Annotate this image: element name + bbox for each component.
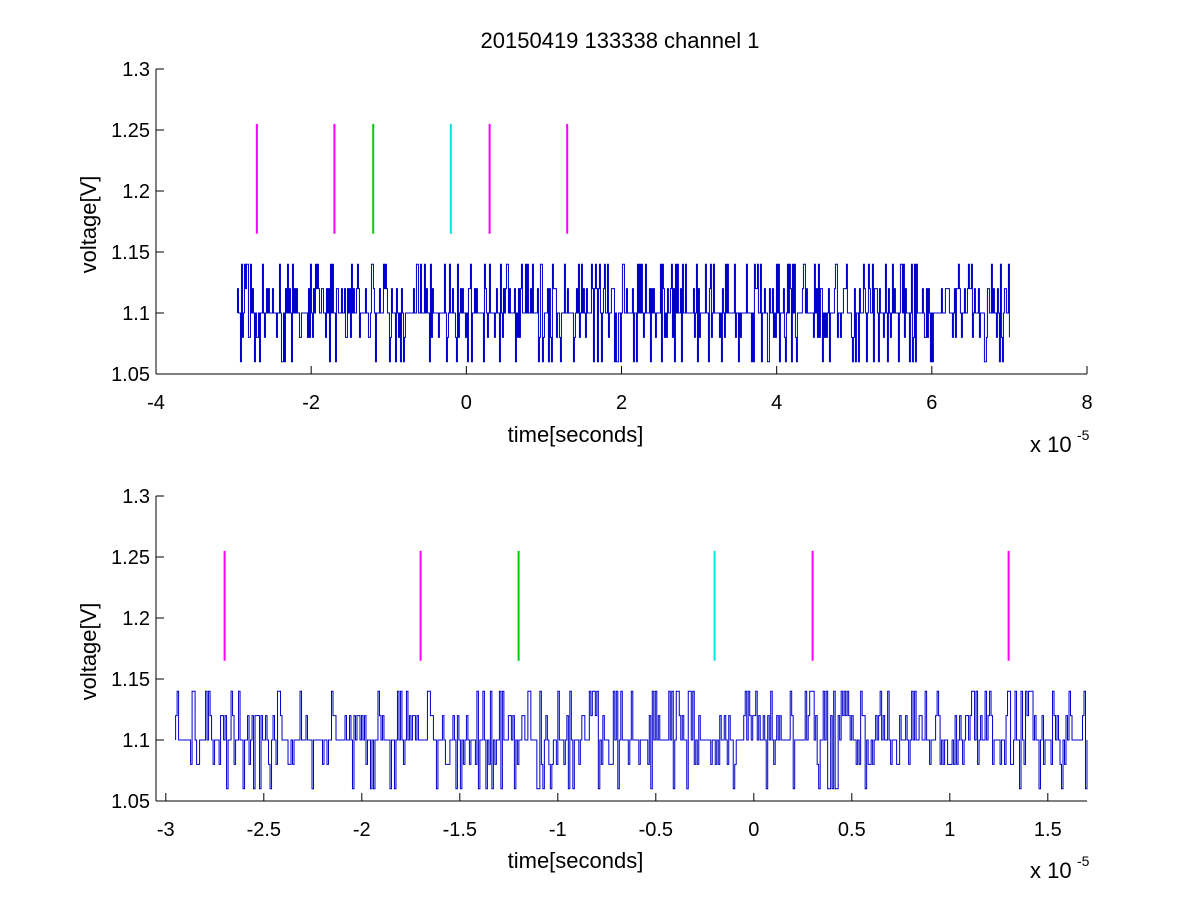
- y-tick-bottom-label: 1.3: [122, 486, 150, 508]
- x-multiplier-label: x 10: [1030, 858, 1072, 883]
- x-tick-top-label: 6: [926, 392, 937, 414]
- x-tick-bottom-label: 0: [748, 819, 759, 841]
- x-tick-top-label: 8: [1081, 392, 1092, 414]
- y-tick-top-label: 1.2: [122, 181, 150, 203]
- y-tick-bottom-label: 1.15: [111, 669, 150, 691]
- x-multiplier-exponent: -5: [1077, 853, 1090, 869]
- y-tick-top-label: 1.3: [122, 59, 150, 81]
- y-tick-top-label: 1.05: [111, 364, 150, 386]
- x-tick-bottom-label: -2.5: [247, 819, 281, 841]
- x-tick-top-label: 2: [616, 392, 627, 414]
- x-tick-bottom-label: 0.5: [838, 819, 866, 841]
- figure-title: 20150419 133338 channel 1: [481, 28, 760, 53]
- x-tick-top-label: 0: [461, 392, 472, 414]
- x-axis-label: time[seconds]: [508, 848, 644, 873]
- top-subplot: 1.05 1.1 1.15 1.2 1.25 1.3 -4 -2 0 2 4 6 8 time[secon…: [76, 59, 1093, 457]
- x-tick-top-label: -4: [147, 392, 165, 414]
- x-tick-bottom-label: 1.5: [1034, 819, 1062, 841]
- x-multiplier-exponent: -5: [1077, 427, 1090, 443]
- y-axis-label: voltage[V]: [76, 176, 101, 274]
- x-tick-bottom-label: -1.5: [443, 819, 477, 841]
- x-tick-top-label: -2: [302, 392, 320, 414]
- x-tick-top-label: 4: [771, 392, 782, 414]
- x-multiplier-label: x 10: [1030, 432, 1072, 457]
- x-tick-bottom-label: -2: [353, 819, 371, 841]
- bottom-subplot: 1.05 1.1 1.15 1.2 1.25 1.3 -3 -2.5 -2 -1.5 -1 -0.5 0…: [76, 486, 1090, 883]
- x-tick-bottom-label: 1: [944, 819, 955, 841]
- x-tick-bottom-label: -0.5: [639, 819, 673, 841]
- y-axis-label: voltage[V]: [76, 603, 101, 701]
- y-tick-bottom-label: 1.05: [111, 791, 150, 813]
- y-tick-bottom-label: 1.1: [122, 730, 150, 752]
- x-axis-label: time[seconds]: [508, 422, 644, 447]
- x-tick-bottom-label: -1: [549, 819, 567, 841]
- y-tick-bottom-label: 1.25: [111, 547, 150, 569]
- signal-trace: [236, 263, 1010, 363]
- y-tick-top-label: 1.25: [111, 120, 150, 142]
- y-tick-bottom-label: 1.2: [122, 608, 150, 630]
- y-tick-top-label: 1.15: [111, 242, 150, 264]
- signal-trace: [175, 690, 1088, 790]
- x-tick-bottom-label: -3: [157, 819, 175, 841]
- y-tick-top-label: 1.1: [122, 303, 150, 325]
